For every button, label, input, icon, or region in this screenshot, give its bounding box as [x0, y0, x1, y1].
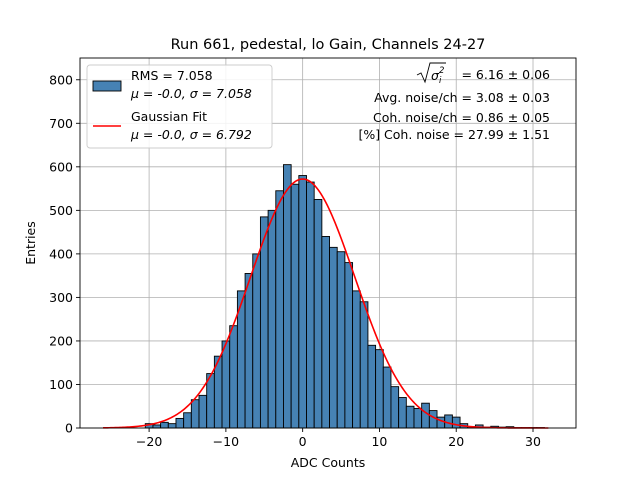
svg-text:σ: σ	[431, 68, 440, 83]
x-tick-label-4: 20	[448, 434, 464, 449]
histogram-bar-16	[267, 209, 277, 429]
histogram-bar-11	[229, 325, 238, 429]
histogram-bar-21	[306, 181, 315, 429]
histogram-bar-23	[321, 236, 330, 429]
x-axis-ticks: −20 −10 0 10 20 30	[136, 428, 541, 449]
histogram-bar-22	[313, 199, 323, 429]
histogram-bar-3	[167, 423, 177, 429]
histogram-bar-7	[198, 394, 208, 429]
legend-rms-patch	[92, 80, 122, 92]
histogram-bar-18	[283, 164, 292, 429]
histogram-bar-20	[298, 175, 307, 429]
histogram-bar-24	[329, 246, 338, 429]
legend-rms-label: RMS = 7.058	[131, 68, 213, 83]
avg-noise-annotation: Avg. noise/ch = 3.08 ± 0.03	[374, 90, 550, 105]
legend-rms-stats: μ = -0.0, σ = 7.058	[130, 86, 252, 101]
histogram-bar-6	[190, 399, 200, 429]
histogram-bar-35	[413, 407, 423, 429]
histogram-bar-32	[390, 386, 400, 429]
plot-frame	[79, 57, 577, 429]
y-tick-label-8: 800	[49, 72, 73, 87]
y-tick-label-7: 700	[49, 116, 73, 131]
y-tick-label-6: 600	[49, 159, 73, 174]
histogram-bar-10	[221, 340, 231, 429]
histogram-bar-14	[252, 253, 261, 429]
y-axis-label: Entries	[23, 221, 38, 265]
y-tick-label-0: 0	[65, 421, 73, 436]
coh-noise-pct-annotation: [%] Coh. noise = 27.99 ± 1.51	[358, 127, 550, 142]
y-tick-label-5: 500	[49, 203, 73, 218]
x-axis-label: ADC Counts	[291, 455, 366, 470]
legend: RMS = 7.058 μ = -0.0, σ = 7.058 Gaussian…	[86, 64, 273, 149]
histogram-bar-4	[175, 417, 185, 429]
legend-fit-stats: μ = -0.0, σ = 6.792	[130, 127, 252, 142]
histogram-bar-29	[367, 344, 377, 429]
x-tick-label-0: −20	[136, 434, 162, 449]
histogram-bar-30	[375, 349, 384, 429]
sigma-total-symbol: σ 2 i	[416, 62, 446, 86]
histogram-bar-17	[275, 190, 284, 429]
histogram-bar-34	[405, 405, 415, 429]
histogram-bar-28	[359, 301, 369, 429]
histogram-bar-40	[451, 416, 461, 429]
svg-text:2: 2	[439, 66, 444, 76]
y-tick-label-1: 100	[49, 377, 73, 392]
histogram-bars	[144, 164, 545, 429]
histogram-bar-25	[336, 251, 346, 429]
histogram-bar-13	[244, 273, 254, 429]
y-tick-label-3: 300	[49, 290, 73, 305]
histogram-bar-19	[290, 183, 300, 429]
svg-text:i: i	[439, 76, 442, 86]
x-tick-label-3: 10	[371, 434, 387, 449]
y-axis-ticks: 0 100 200 300 400 500 600 700 800	[49, 72, 80, 436]
histogram-bar-15	[259, 216, 269, 429]
histogram-bar-2	[160, 421, 169, 429]
sigma-total-value: = 6.16 ± 0.06	[461, 67, 550, 82]
y-tick-label-4: 400	[49, 246, 73, 261]
histogram-bar-26	[344, 262, 354, 429]
gaussian-fit-line	[103, 178, 549, 429]
coh-noise-annotation: Coh. noise/ch = 0.86 ± 0.05	[373, 110, 550, 125]
histogram-bar-5	[183, 412, 192, 429]
chart-title: Run 661, pedestal, lo Gain, Channels 24-…	[171, 37, 486, 53]
annotations: σ 2 i = 6.16 ± 0.06 Avg. noise/ch = 3.08…	[358, 62, 550, 142]
x-tick-label-1: −10	[213, 434, 239, 449]
x-tick-label-5: 30	[525, 434, 541, 449]
y-tick-label-2: 200	[49, 333, 73, 348]
histogram-bar-33	[398, 397, 407, 429]
histogram-bar-1	[152, 424, 162, 429]
histogram-bar-36	[421, 402, 430, 429]
histogram-bar-27	[352, 290, 361, 429]
legend-box	[86, 64, 273, 149]
x-tick-label-2: 0	[299, 434, 307, 449]
histogram-bar-31	[382, 366, 392, 429]
legend-fit-label: Gaussian Fit	[131, 109, 207, 124]
